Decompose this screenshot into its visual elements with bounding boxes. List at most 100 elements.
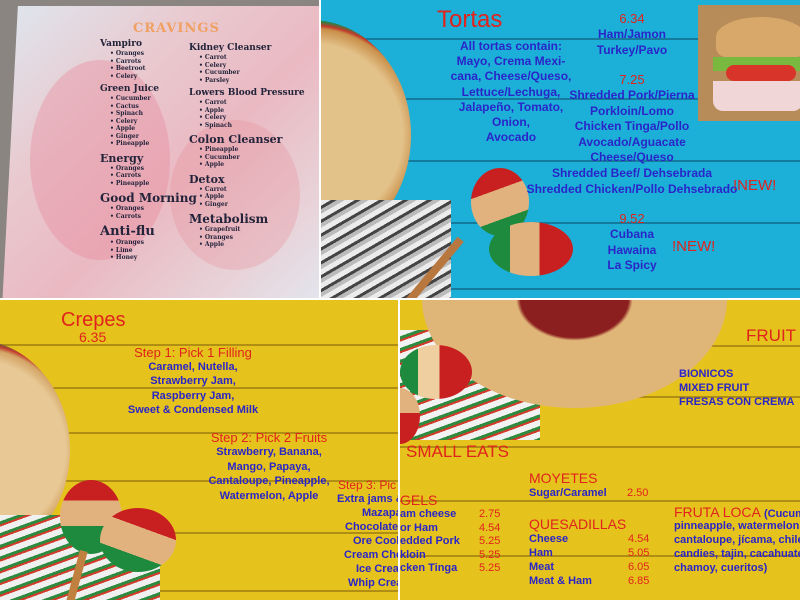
section-heading: Good Morning	[100, 191, 197, 205]
menu-item: Avocado	[485, 130, 537, 145]
menu-item: Porkloin/Lomo	[590, 103, 674, 118]
menu-item: Caramel, Nutella,	[148, 361, 238, 373]
menu-item-price: 5.25	[479, 562, 501, 574]
ingredient-item: • Celery	[199, 61, 227, 69]
menu-item: Mango, Papaya,	[227, 460, 311, 473]
ingredient-item: • Oranges	[110, 239, 144, 246]
ingredient-item: • Apple	[110, 125, 136, 132]
menu-item: Watermelon, Apple	[219, 489, 319, 502]
ingredient-item: • Cucumber	[199, 153, 240, 161]
step-3-heading: Step 3: Pic	[338, 478, 397, 492]
price-7-25: 7.25	[619, 72, 645, 87]
menu-item-name: Meat	[529, 561, 555, 573]
step-2-heading: Step 2: Pick 2 Fruits	[210, 430, 328, 445]
ingredient-item: • Honey	[110, 254, 138, 261]
menu-item-price: 2.75	[479, 508, 501, 520]
menu-item: Ice Crear	[356, 563, 398, 575]
menu-item: La Spicy	[607, 258, 657, 272]
ingredient-item: • Oranges	[110, 164, 144, 172]
menu-item-name: Cheese	[529, 533, 569, 545]
section-heading: Metabolism	[189, 212, 269, 226]
menu-item: Shredded Chicken/Pollo Dehsebrado	[526, 181, 738, 196]
ingredient-item: • Carrot	[199, 99, 227, 106]
price-9-52: 9.52	[619, 211, 645, 226]
menu-item-name: edded Pork	[400, 535, 460, 547]
menu-item: Sweet & Condensed Milk	[127, 403, 259, 416]
ingredient-item: • Pineapple	[199, 146, 239, 153]
ingredient-item: • Ginger	[199, 200, 228, 208]
ingredient-item: • Oranges	[199, 233, 233, 241]
section-heading: Colon Cleanser	[189, 133, 283, 146]
menu-item: MIXED FRUIT	[679, 382, 750, 394]
tortas-menu: Tortas All tortas contain: Mayo, Crema Me…	[321, 0, 800, 298]
menu-item-name: or Ham	[400, 521, 438, 534]
decor-blob	[170, 120, 300, 270]
menu-item-name: Ham	[529, 547, 553, 559]
menu-item: Shredded Pork/Pierna	[569, 88, 695, 102]
ingredient-item: • Apple	[199, 193, 225, 200]
ingredient-item: • Carrots	[110, 212, 142, 220]
menu-item-price: 2.50	[627, 487, 649, 499]
ingredient-item: • Oranges	[110, 50, 144, 57]
menu-item-name: cken Tinga	[400, 562, 458, 574]
quesadillas-title: QUESADILLAS	[529, 516, 627, 532]
menu-item: Onion,	[492, 115, 530, 129]
ingredient-item: • Pineapple	[110, 140, 150, 147]
menu-item: Extra jams &	[337, 493, 398, 505]
new-badge: !NEW!	[733, 177, 777, 194]
ingredient-item: • Carrot	[199, 185, 227, 193]
menu-item-price: 6.05	[628, 561, 650, 573]
maraca-image	[100, 508, 176, 572]
ingredient-item: • Spinach	[110, 110, 143, 117]
menu-item-price: 4.54	[479, 521, 501, 534]
ingredient-item: • Celery	[199, 114, 227, 121]
menu-item: Turkey/Pavo	[596, 42, 668, 57]
menu-item: Chicken Tinga/Pollo	[574, 119, 690, 134]
moyetes-title: MOYETES	[529, 470, 598, 486]
menu-item-price: 4.54	[628, 533, 650, 545]
menu-item: Cheese/Queso	[590, 150, 674, 165]
menu-item: Strawberry, Banana,	[216, 446, 322, 458]
menu-item-name: kloin	[400, 548, 426, 561]
section-heading: Detox	[189, 172, 225, 186]
ingredient-item: • Apple	[199, 106, 225, 114]
section-heading: Lowers Blood Pressure	[189, 88, 305, 98]
menu-item: Cantaloupe, Pineapple,	[208, 475, 330, 487]
menu-item-name: Meat & Ham	[529, 575, 592, 587]
ingredient-item: • Apple	[199, 161, 225, 168]
ingredient-item: • Lime	[110, 246, 133, 254]
ingredient-item: • Cactus	[110, 102, 139, 110]
menu-item-price: 5.25	[479, 535, 501, 547]
ingredient-item: • Celery	[110, 72, 138, 80]
ingredient-item: • Ginger	[110, 132, 139, 140]
menu-item: Jalapeño, Tomato,	[458, 99, 564, 114]
menu-item: Shredded Beef/ Dehsebrada	[551, 166, 713, 180]
ingredient-item: • Carrots	[110, 172, 142, 179]
small-eats-title: SMALL EATS	[406, 442, 509, 461]
menu-item: BIONICOS	[679, 368, 734, 380]
menu-item-name: Sugar/Caramel	[529, 487, 607, 499]
torta-sandwich-photo	[698, 5, 800, 121]
menu-item: Mayo, Crema Mexi-	[456, 54, 566, 69]
ingredient-item: • Cucumber	[199, 69, 240, 76]
section-heading: Green Juice	[100, 84, 159, 94]
section-heading: Energy	[100, 151, 144, 165]
menu-item: All tortas contain:	[459, 39, 563, 53]
menu-item: Avocado/Aguacate	[578, 134, 686, 149]
section-heading: Kidney Cleanser	[189, 43, 272, 53]
menu-item: Chocolate C	[345, 521, 398, 533]
menu-item-price: 6.85	[628, 575, 650, 587]
menu-item: Strawberry Jam,	[150, 375, 236, 388]
ingredient-item: • Pineapple	[110, 179, 150, 187]
ingredient-item: • Spinach	[199, 121, 232, 129]
menu-item: Ore Cooki	[353, 535, 398, 547]
ingredient-item: • Beetroot	[110, 65, 146, 72]
menu-item: Whip Crear	[348, 577, 398, 589]
ingredient-item: • Carrot	[199, 54, 227, 61]
menu-item-price: 5.25	[479, 548, 501, 561]
ingredient-item: • Parsley	[199, 76, 230, 84]
fruit-title: FRUIT	[746, 326, 797, 345]
menu-item: pinneapple, watermelon,	[674, 520, 800, 532]
tortas-title: Tortas	[437, 6, 503, 33]
menu-item-price: 5.05	[628, 547, 650, 559]
